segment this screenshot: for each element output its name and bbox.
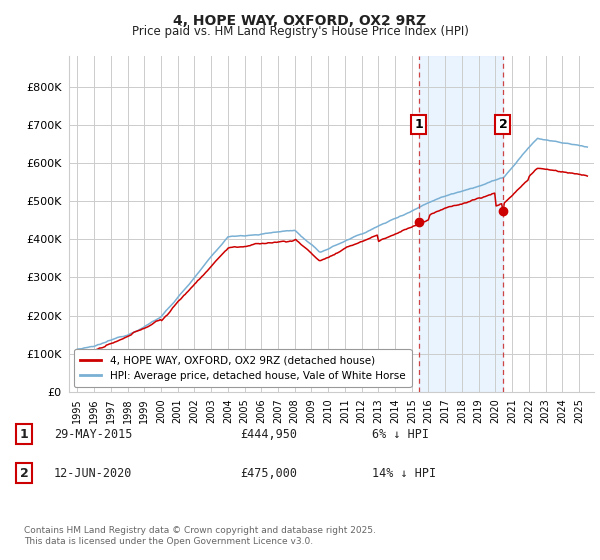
Text: Contains HM Land Registry data © Crown copyright and database right 2025.
This d: Contains HM Land Registry data © Crown c… bbox=[24, 526, 376, 546]
Text: £475,000: £475,000 bbox=[240, 466, 297, 480]
Text: 29-MAY-2015: 29-MAY-2015 bbox=[54, 427, 133, 441]
Text: 2: 2 bbox=[20, 466, 28, 480]
Text: 14% ↓ HPI: 14% ↓ HPI bbox=[372, 466, 436, 480]
Text: 12-JUN-2020: 12-JUN-2020 bbox=[54, 466, 133, 480]
Text: 6% ↓ HPI: 6% ↓ HPI bbox=[372, 427, 429, 441]
Legend: 4, HOPE WAY, OXFORD, OX2 9RZ (detached house), HPI: Average price, detached hous: 4, HOPE WAY, OXFORD, OX2 9RZ (detached h… bbox=[74, 349, 412, 387]
Bar bbox=[419, 56, 503, 392]
Text: Price paid vs. HM Land Registry's House Price Index (HPI): Price paid vs. HM Land Registry's House … bbox=[131, 25, 469, 38]
Text: £444,950: £444,950 bbox=[240, 427, 297, 441]
Text: 4, HOPE WAY, OXFORD, OX2 9RZ: 4, HOPE WAY, OXFORD, OX2 9RZ bbox=[173, 14, 427, 28]
Text: 1: 1 bbox=[20, 427, 28, 441]
Text: 1: 1 bbox=[414, 118, 423, 131]
Text: 2: 2 bbox=[499, 118, 507, 131]
